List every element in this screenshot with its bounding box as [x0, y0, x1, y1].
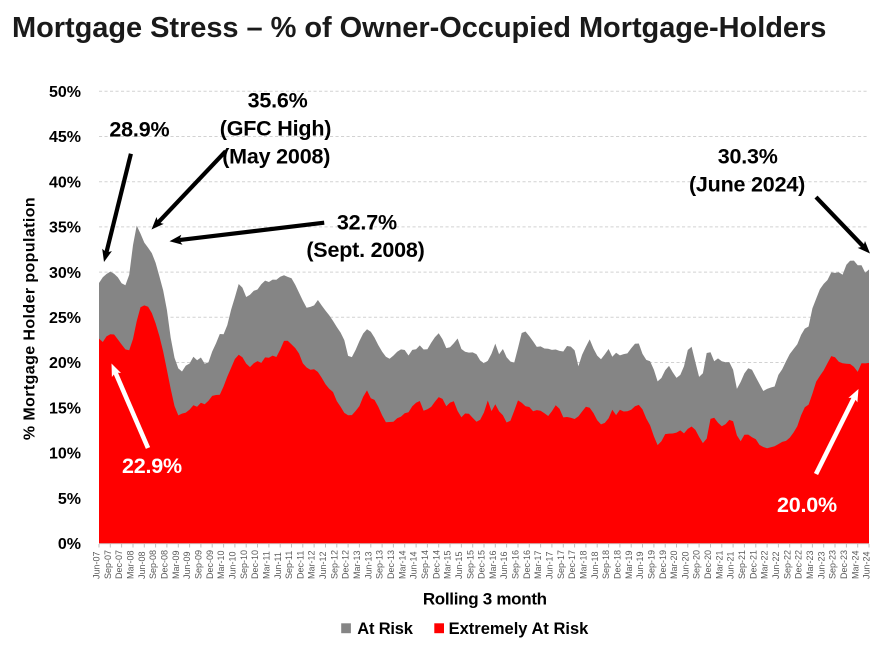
svg-text:Mar-11: Mar-11 — [262, 551, 272, 579]
svg-text:Dec-16: Dec-16 — [522, 550, 532, 579]
svg-text:Mar-19: Mar-19 — [624, 550, 634, 579]
svg-text:Dec-15: Dec-15 — [477, 550, 487, 579]
svg-text:Mar-08: Mar-08 — [126, 550, 136, 579]
svg-text:Jun-16: Jun-16 — [499, 551, 509, 579]
svg-text:Sep-22: Sep-22 — [782, 550, 792, 579]
svg-text:Jun-17: Jun-17 — [545, 551, 555, 579]
svg-text:Sep-08: Sep-08 — [148, 550, 158, 579]
svg-text:Jun-23: Jun-23 — [816, 551, 826, 579]
svg-text:Mar-18: Mar-18 — [579, 550, 589, 579]
svg-text:0%: 0% — [58, 536, 81, 553]
svg-text:Sep-14: Sep-14 — [420, 550, 430, 579]
svg-text:Mar-22: Mar-22 — [760, 550, 770, 579]
svg-text:20%: 20% — [49, 355, 81, 372]
svg-text:Mar-13: Mar-13 — [352, 550, 362, 579]
svg-text:20.0%: 20.0% — [777, 493, 837, 517]
svg-text:35%: 35% — [49, 220, 81, 237]
svg-text:Sep-13: Sep-13 — [375, 550, 385, 579]
svg-text:Mar-24: Mar-24 — [850, 550, 860, 579]
svg-text:40%: 40% — [49, 174, 81, 191]
svg-text:Jun-09: Jun-09 — [182, 551, 192, 579]
svg-text:Mar-09: Mar-09 — [171, 550, 181, 579]
svg-text:Sep-10: Sep-10 — [239, 550, 249, 579]
svg-text:Jun-13: Jun-13 — [363, 551, 373, 579]
svg-text:Sep-15: Sep-15 — [465, 550, 475, 579]
svg-text:Dec-08: Dec-08 — [160, 550, 170, 579]
svg-text:% Mortgage Holder population: % Mortgage Holder population — [22, 197, 39, 440]
svg-text:22.9%: 22.9% — [122, 454, 182, 478]
svg-text:Dec-09: Dec-09 — [205, 550, 215, 579]
svg-text:32.7%: 32.7% — [337, 211, 397, 235]
svg-text:35.6%: 35.6% — [248, 89, 308, 113]
svg-text:Dec-12: Dec-12 — [341, 550, 351, 579]
svg-text:Dec-19: Dec-19 — [658, 550, 668, 579]
svg-text:Jun-10: Jun-10 — [228, 551, 238, 579]
svg-text:Mar-23: Mar-23 — [805, 550, 815, 579]
svg-text:Sep-23: Sep-23 — [828, 550, 838, 579]
svg-text:Mar-20: Mar-20 — [669, 550, 679, 579]
svg-text:Jun-12: Jun-12 — [318, 551, 328, 579]
svg-text:Mar-14: Mar-14 — [397, 550, 407, 579]
svg-text:Sep-11: Sep-11 — [284, 551, 294, 579]
svg-text:Mar-15: Mar-15 — [443, 550, 453, 579]
svg-text:5%: 5% — [58, 491, 81, 508]
svg-text:Sep-09: Sep-09 — [194, 550, 204, 579]
svg-text:Sep-21: Sep-21 — [737, 550, 747, 579]
svg-text:Sep-18: Sep-18 — [601, 550, 611, 579]
svg-text:28.9%: 28.9% — [109, 118, 169, 142]
svg-text:Mortgage Stress – % of Owner-O: Mortgage Stress – % of Owner-Occupied Mo… — [12, 12, 826, 44]
svg-text:(May 2008): (May 2008) — [222, 145, 330, 169]
svg-text:Dec-10: Dec-10 — [250, 550, 260, 579]
svg-text:Mar-12: Mar-12 — [307, 550, 317, 579]
svg-text:Dec-21: Dec-21 — [748, 550, 758, 579]
svg-text:Sep-16: Sep-16 — [511, 550, 521, 579]
svg-text:15%: 15% — [49, 400, 81, 417]
svg-text:Dec-20: Dec-20 — [703, 550, 713, 579]
svg-text:Dec-22: Dec-22 — [794, 550, 804, 579]
svg-text:Jun-22: Jun-22 — [771, 551, 781, 579]
svg-text:Dec-14: Dec-14 — [431, 550, 441, 579]
svg-text:Jun-19: Jun-19 — [635, 551, 645, 579]
svg-text:Jun-11: Jun-11 — [273, 552, 283, 579]
svg-text:Mar-16: Mar-16 — [488, 550, 498, 579]
svg-text:(Sept. 2008): (Sept. 2008) — [306, 238, 424, 262]
svg-text:Rolling 3 month: Rolling 3 month — [423, 590, 547, 609]
svg-text:Dec-13: Dec-13 — [386, 550, 396, 579]
svg-text:Jun-21: Jun-21 — [726, 551, 736, 579]
svg-text:30%: 30% — [49, 265, 81, 282]
svg-text:Jun-18: Jun-18 — [590, 551, 600, 579]
svg-text:Dec-17: Dec-17 — [567, 550, 577, 579]
svg-text:Mar-17: Mar-17 — [533, 550, 543, 579]
svg-text:Mar-10: Mar-10 — [216, 550, 226, 579]
svg-text:Mar-21: Mar-21 — [714, 550, 724, 579]
svg-text:Jun-24: Jun-24 — [862, 551, 872, 579]
svg-text:50%: 50% — [49, 84, 81, 101]
svg-text:Jun-08: Jun-08 — [137, 551, 147, 579]
svg-text:At Risk: At Risk — [357, 620, 413, 638]
svg-text:Jun-15: Jun-15 — [454, 551, 464, 579]
svg-text:Dec-07: Dec-07 — [114, 550, 124, 579]
svg-text:30.3%: 30.3% — [718, 145, 778, 169]
svg-text:Sep-19: Sep-19 — [647, 550, 657, 579]
svg-text:45%: 45% — [49, 129, 81, 146]
svg-text:Sep-07: Sep-07 — [103, 550, 113, 579]
svg-text:(June 2024): (June 2024) — [689, 173, 805, 197]
svg-text:Jun-07: Jun-07 — [92, 551, 102, 579]
svg-text:Dec-23: Dec-23 — [839, 550, 849, 579]
svg-text:10%: 10% — [49, 446, 81, 463]
svg-text:Dec-18: Dec-18 — [613, 550, 623, 579]
svg-text:(GFC High): (GFC High) — [220, 117, 331, 141]
svg-text:Sep-17: Sep-17 — [556, 550, 566, 579]
svg-text:Sep-12: Sep-12 — [329, 550, 339, 579]
svg-text:25%: 25% — [49, 310, 81, 327]
svg-text:Jun-20: Jun-20 — [680, 551, 690, 579]
svg-text:Extremely At Risk: Extremely At Risk — [449, 620, 590, 638]
svg-text:Dec-11: Dec-11 — [295, 551, 305, 579]
svg-text:Sep-20: Sep-20 — [692, 550, 702, 579]
svg-text:Jun-14: Jun-14 — [409, 551, 419, 579]
